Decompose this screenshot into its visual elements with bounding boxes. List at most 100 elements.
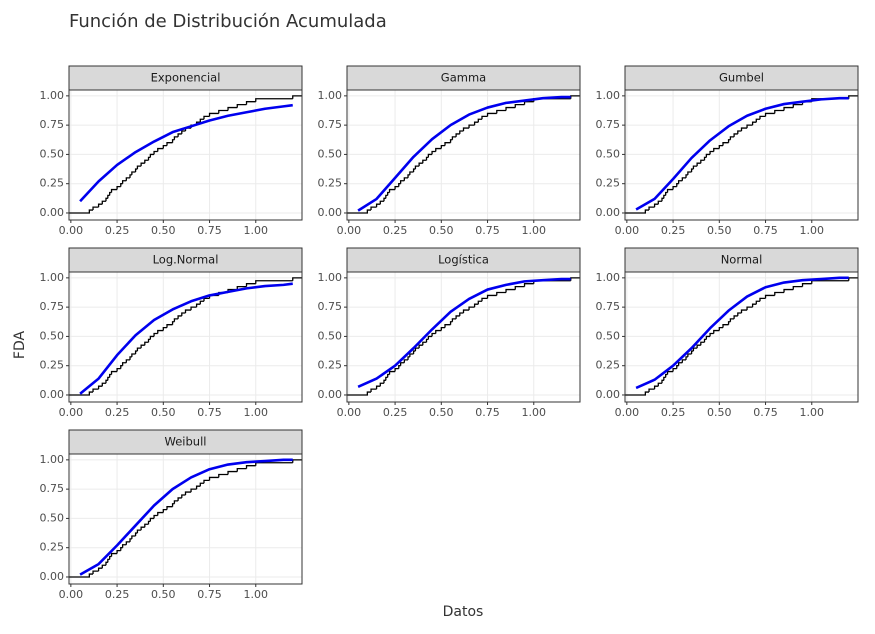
ecdf-step: [700, 341, 705, 346]
fitted-curve: [79, 103, 293, 203]
chart-title: Función de Distribución Acumulada: [69, 11, 387, 32]
ecdf-step: [208, 476, 219, 481]
x-tick-label: 1.00: [800, 406, 825, 419]
ecdf-step: [203, 115, 210, 120]
ecdf-step: [140, 344, 145, 349]
ecdf-step: [462, 309, 470, 313]
ecdf-step: [414, 165, 420, 170]
ecdf-step: [444, 324, 451, 328]
ecdf-step: [473, 121, 479, 126]
ecdf-step: [729, 318, 735, 322]
x-tick-label: 1.00: [244, 224, 269, 237]
ecdf-step: [227, 106, 238, 111]
ecdf-step: [166, 142, 173, 146]
ecdf-step: [713, 329, 720, 334]
ecdf-step: [685, 356, 688, 360]
ecdf-step: [292, 459, 302, 463]
ecdf-step: [218, 109, 229, 114]
strip-label: Gumbel: [719, 71, 764, 85]
ecdf-step: [149, 335, 155, 340]
ecdf-step: [162, 508, 168, 513]
ecdf-step: [69, 391, 94, 396]
ecdf-step: [722, 142, 729, 146]
ecdf-step: [692, 347, 698, 352]
x-tick-label: 1.00: [522, 406, 547, 419]
y-tick-label: 1.00: [40, 89, 65, 102]
ecdf-step: [455, 315, 460, 319]
ecdf-step: [129, 174, 132, 178]
ecdf-step: [171, 503, 175, 507]
x-tick-label: 0.00: [59, 406, 84, 419]
y-axis-label: FDA: [12, 330, 28, 359]
ecdf-step: [681, 359, 687, 363]
ecdf-step: [203, 479, 210, 484]
ecdf-step: [648, 206, 655, 211]
ecdf-step: [190, 306, 197, 311]
ecdf-step: [740, 309, 748, 313]
fitted-curve: [635, 276, 849, 390]
ecdf-step: [709, 332, 714, 337]
ecdf-step: [414, 347, 420, 352]
ecdf-step: [677, 362, 683, 366]
ecdf-step: [764, 112, 775, 117]
ecdf-step: [153, 150, 158, 155]
x-tick-label: 1.00: [244, 406, 269, 419]
x-tick-label: 0.00: [337, 224, 362, 237]
ecdf-step: [481, 297, 488, 302]
ecdf-step: [481, 115, 488, 120]
ecdf-step: [672, 185, 677, 190]
y-tick-label: 1.00: [596, 271, 621, 284]
ecdf-step: [496, 291, 507, 296]
ecdf-step: [255, 98, 293, 102]
y-tick-label: 0.00: [40, 206, 65, 219]
ecdf-step: [218, 473, 229, 478]
ecdf-step: [149, 517, 155, 522]
ecdf-step: [427, 335, 433, 340]
strip: [68, 247, 303, 273]
ecdf-step: [101, 200, 106, 205]
y-tick-label: 0.00: [596, 206, 621, 219]
ecdf-step: [120, 365, 123, 369]
ecdf-step: [245, 283, 256, 287]
panel-border: [68, 89, 303, 221]
strip-label: Weibull: [165, 435, 207, 449]
y-tick-label: 0.00: [40, 570, 65, 583]
y-tick-label: 0.25: [318, 359, 343, 372]
ecdf-step: [208, 112, 219, 117]
ecdf-step: [468, 306, 475, 311]
ecdf-step: [153, 514, 158, 519]
ecdf-step: [672, 367, 677, 372]
y-tick-label: 0.25: [318, 177, 343, 190]
ecdf-step: [409, 353, 414, 357]
fitted-curve: [79, 282, 293, 395]
ecdf-step: [625, 209, 650, 214]
y-tick-label: 1.00: [318, 271, 343, 284]
ecdf-step: [177, 315, 182, 319]
ecdf-step: [116, 549, 121, 554]
fitted-curve: [357, 277, 571, 388]
y-tick-label: 0.25: [596, 177, 621, 190]
x-tick-label: 0.75: [753, 406, 778, 419]
ecdf-step: [399, 180, 405, 184]
ecdf-step: [435, 329, 442, 334]
ecdf-step: [97, 567, 103, 572]
y-tick-label: 1.00: [40, 271, 65, 284]
ecdf-step: [685, 174, 688, 178]
ecdf-step: [801, 283, 812, 287]
ecdf-step: [440, 326, 446, 331]
ecdf-step: [455, 133, 460, 137]
ecdf-step: [705, 153, 711, 158]
ecdf-step: [144, 523, 149, 528]
ecdf-step: [177, 133, 182, 137]
y-tick-label: 0.75: [596, 118, 621, 131]
x-tick-label: 0.25: [661, 224, 686, 237]
panel: [69, 272, 302, 402]
ecdf-step: [687, 171, 692, 175]
ecdf-step: [69, 573, 94, 578]
ecdf-step: [166, 324, 173, 328]
panel: [625, 90, 858, 220]
x-tick-label: 0.00: [615, 224, 640, 237]
ecdf-step: [140, 162, 145, 167]
ecdf-step: [144, 341, 149, 346]
ecdf-step: [97, 385, 103, 390]
